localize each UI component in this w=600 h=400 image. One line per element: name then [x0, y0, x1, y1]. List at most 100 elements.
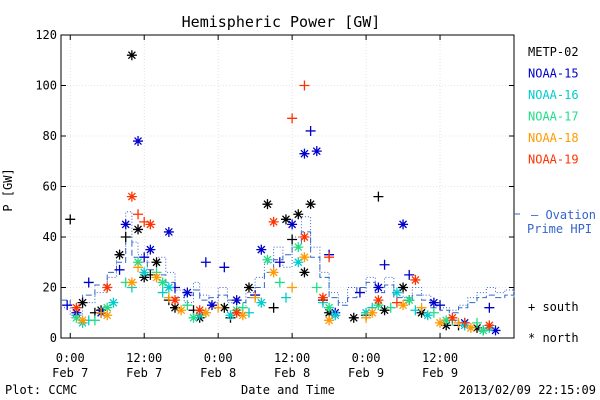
data-point-north — [145, 244, 156, 255]
data-point-north — [194, 310, 205, 321]
data-point-north — [102, 302, 113, 313]
legend-ovation-label: – Ovation — [531, 208, 596, 222]
data-point-north — [305, 199, 316, 210]
data-point-north — [299, 267, 310, 278]
data-point-north — [108, 297, 119, 308]
data-point-south — [354, 287, 365, 298]
data-point-north — [102, 310, 113, 321]
data-point-south — [472, 317, 483, 328]
y-tick-label: 80 — [43, 129, 57, 143]
ovation-south-line — [61, 231, 515, 314]
data-point-north — [373, 300, 384, 311]
data-point-north — [219, 302, 230, 313]
data-point-north — [170, 302, 181, 313]
data-point-north — [324, 315, 335, 326]
data-point-north — [182, 287, 193, 298]
x-tick-label-date: Feb 7 — [126, 366, 162, 380]
x-axis-label: Date and Time — [241, 383, 335, 397]
data-point-north — [71, 307, 82, 318]
data-point-north — [225, 310, 236, 321]
data-point-north — [379, 305, 390, 316]
data-point-south — [65, 214, 76, 225]
data-point-south — [274, 257, 285, 268]
data-point-south — [484, 302, 495, 313]
data-point-north — [348, 312, 359, 323]
data-point-north — [207, 300, 217, 311]
data-point-north — [373, 295, 384, 306]
data-point-south — [404, 269, 415, 280]
data-point-south — [373, 191, 384, 202]
data-point-south — [324, 252, 335, 263]
data-point-north — [311, 146, 322, 157]
data-point-north — [416, 307, 427, 318]
data-point-north — [422, 310, 433, 321]
data-point-south — [459, 317, 470, 328]
data-point-south — [62, 300, 73, 311]
data-point-south — [311, 282, 322, 293]
x-tick-label-time: 12:00 — [422, 351, 458, 365]
x-tick-label-date: Feb 8 — [274, 366, 310, 380]
data-point-north — [133, 224, 144, 235]
data-point-north — [398, 300, 409, 311]
data-point-north — [231, 295, 242, 306]
data-point-south — [361, 312, 372, 323]
data-point-north — [435, 317, 446, 328]
data-point-south — [379, 259, 390, 270]
data-point-north — [133, 257, 144, 268]
legend-south-marker: + south — [528, 300, 579, 314]
data-point-north — [200, 307, 211, 318]
data-point-north — [293, 257, 304, 268]
data-point-north — [256, 244, 267, 255]
data-point-north — [299, 252, 310, 263]
data-point-south — [274, 277, 285, 288]
data-point-north — [151, 272, 162, 283]
data-point-north — [188, 312, 199, 323]
legend-entry: NOAA-15 — [528, 67, 579, 81]
legend-entry: NOAA-16 — [528, 88, 579, 102]
y-tick-label: 40 — [43, 230, 57, 244]
data-point-south — [114, 264, 125, 275]
legend: METP-02 NOAA-15 NOAA-16 NOAA-17 NOAA-18 NOAA-… — [514, 45, 596, 345]
data-point-north — [102, 282, 113, 293]
data-point-north — [126, 50, 137, 61]
data-point-north — [293, 209, 304, 220]
data-point-north — [237, 310, 248, 321]
data-point-south — [385, 302, 396, 313]
y-tick-label: 120 — [35, 28, 57, 42]
data-point-south — [280, 292, 291, 303]
data-point-south — [200, 257, 211, 268]
y-axis: 0 20 40 60 80 100 120 — [35, 28, 514, 345]
data-point-south — [219, 262, 230, 273]
data-point-north — [490, 325, 501, 336]
legend-entry: NOAA-19 — [528, 153, 579, 167]
data-point-south — [428, 307, 439, 318]
data-point-south — [157, 287, 168, 298]
y-tick-label: 0 — [50, 331, 57, 345]
x-tick-label-time: 12:00 — [126, 351, 162, 365]
data-point-south — [305, 125, 316, 136]
data-point-north — [126, 277, 137, 288]
data-point-south — [182, 300, 193, 311]
plot-frame — [60, 34, 515, 339]
data-point-north — [262, 254, 273, 265]
data-point-north — [139, 272, 150, 283]
data-point-north — [391, 287, 402, 298]
data-point-north — [465, 322, 476, 333]
data-point-north — [367, 307, 378, 318]
chart-title: Hemispheric Power [GW] — [182, 13, 381, 31]
data-point-north — [280, 214, 291, 225]
data-point-north — [324, 307, 335, 318]
data-point-north — [410, 274, 421, 285]
x-tick-label-time: 0:00 — [56, 351, 85, 365]
data-point-north — [441, 315, 452, 326]
data-point-north — [231, 307, 242, 318]
data-point-north — [120, 219, 131, 230]
y-axis-label: P [GW] — [1, 168, 15, 211]
data-point-north — [126, 191, 137, 202]
legend-entry: METP-02 — [528, 45, 579, 59]
data-point-north — [268, 267, 279, 278]
data-point-south — [410, 305, 421, 316]
data-point-north — [268, 216, 279, 227]
